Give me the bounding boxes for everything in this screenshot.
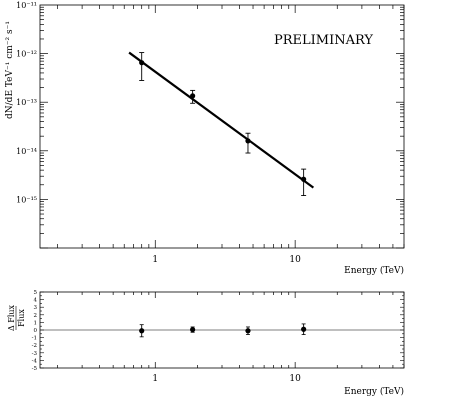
top-axis-ticks: [40, 5, 405, 249]
residual-point: [190, 326, 196, 333]
bottom-y-tick-label: 1: [34, 320, 38, 326]
bottom-x-axis-label: Energy (TeV): [344, 386, 404, 397]
spectrum-point-marker: [245, 138, 251, 144]
residual-point-marker: [245, 328, 251, 334]
bottom-y-tick-label: -3: [32, 351, 38, 357]
bottom-y-tick-label: 2: [34, 313, 38, 319]
top-y-tick-label: 10⁻¹¹: [16, 1, 37, 10]
bottom-y-tick-label: 4: [34, 298, 38, 304]
spectrum-panel: 1 10 10⁻¹⁵ 10⁻¹⁴ 10⁻¹³ 10⁻¹² 10⁻¹¹ PRELIMINARY…: [5, 1, 405, 276]
bottom-x-tick-label: 1: [152, 374, 158, 384]
bottom-y-tick-label: -4: [32, 358, 38, 364]
bottom-x-tick-label: 10: [289, 374, 301, 384]
top-x-tick-label: 10: [289, 255, 301, 265]
residual-point-marker: [301, 326, 307, 332]
residual-y-axis-label: Δ Flux Flux: [7, 304, 26, 331]
top-axis-tick-labels: 1 10 10⁻¹⁵ 10⁻¹⁴ 10⁻¹³ 10⁻¹² 10⁻¹¹: [16, 1, 301, 265]
top-x-tick-label: 1: [152, 255, 158, 265]
spectrum-point: [245, 132, 251, 154]
bottom-y-tick-label: 0: [34, 328, 38, 334]
spectrum-point: [190, 89, 196, 104]
preliminary-annotation: PRELIMINARY: [274, 33, 373, 48]
residual-point: [245, 326, 251, 335]
bottom-y-tick-label: 3: [34, 305, 38, 311]
residual-ylabel-denominator: Flux: [17, 309, 26, 327]
bottom-axis-ticks: [40, 291, 405, 369]
bottom-y-tick-label: -2: [32, 343, 37, 349]
residual-point: [301, 323, 307, 335]
residual-point: [139, 324, 145, 338]
spectrum-data-points: [139, 52, 307, 197]
spectrum-point-marker: [301, 176, 307, 182]
spectrum-point: [139, 52, 145, 81]
top-y-axis-label: dN/dE TeV⁻¹ cm⁻² s⁻¹: [5, 21, 15, 119]
bottom-y-tick-label: 5: [34, 290, 38, 296]
residual-point-marker: [139, 328, 145, 334]
spectrum-point-marker: [139, 60, 145, 66]
top-y-tick-label: 10⁻¹⁴: [16, 147, 37, 156]
top-y-tick-label: 10⁻¹⁵: [16, 195, 37, 204]
residual-point-marker: [190, 327, 196, 333]
top-y-tick-label: 10⁻¹³: [16, 98, 37, 107]
spectrum-point: [301, 168, 307, 197]
residual-data-points: [139, 323, 307, 338]
bottom-y-tick-label: -5: [32, 366, 38, 372]
top-y-tick-label: 10⁻¹²: [16, 50, 37, 59]
bottom-y-tick-label: -1: [32, 336, 37, 342]
spectrum-point-marker: [190, 93, 196, 99]
power-law-fit-line: [128, 51, 315, 189]
top-x-axis-label: Energy (TeV): [344, 265, 404, 276]
residual-ylabel-numerator: Δ Flux: [7, 304, 16, 331]
